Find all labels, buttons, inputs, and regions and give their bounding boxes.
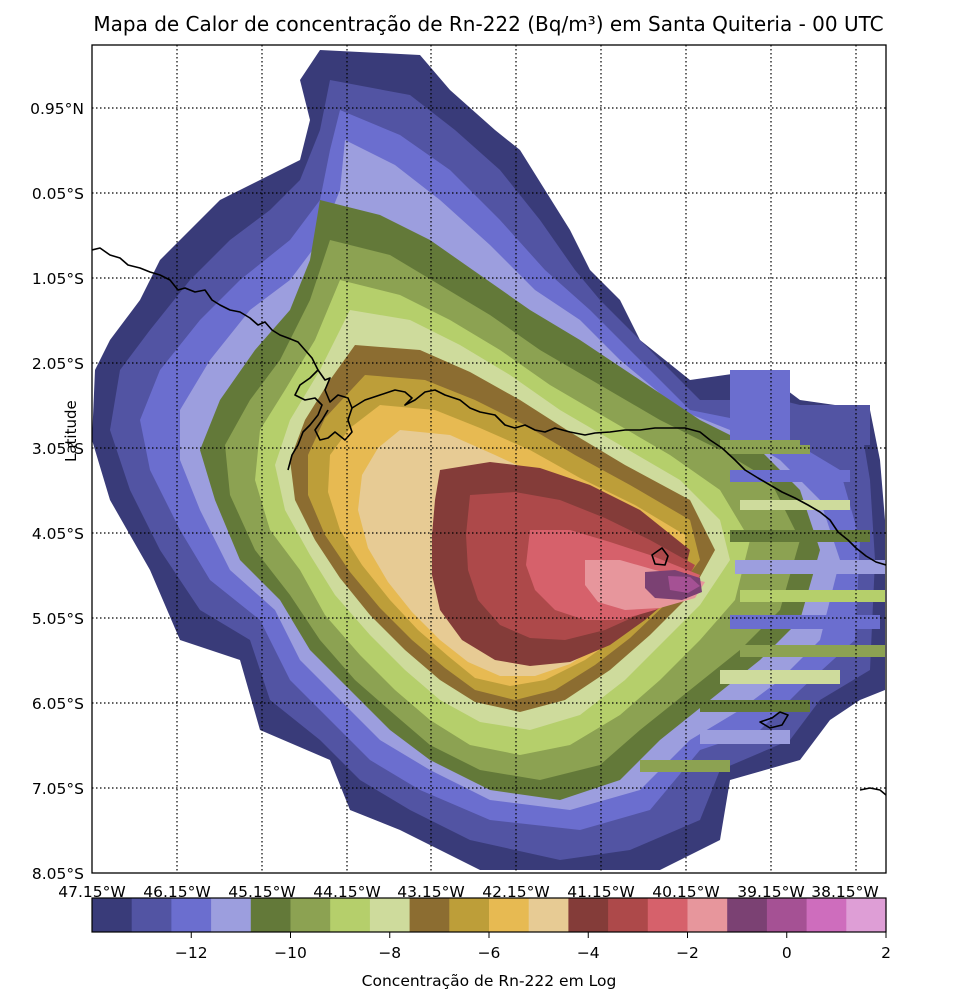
- lat-tick: 0.95°N: [30, 100, 84, 118]
- lat-tick: 2.05°S: [32, 355, 84, 373]
- map-title: Mapa de Calor de concentração de Rn-222 …: [93, 12, 884, 36]
- lon-tick: 44.15°W: [313, 883, 380, 901]
- eastern-streaks: [640, 370, 885, 772]
- lon-tick: 46.15°W: [143, 883, 210, 901]
- colorbar-swatch: [409, 898, 450, 932]
- lon-tick: 43.15°W: [397, 883, 464, 901]
- colorbar-tick-label: −10: [274, 944, 307, 962]
- band-level-18: [668, 576, 700, 593]
- lon-tick: 45.15°W: [228, 883, 295, 901]
- colorbar-swatch: [171, 898, 212, 932]
- lon-tick-labels: 47.15°W 46.15°W 45.15°W 44.15°W 43.15°W …: [58, 883, 878, 901]
- lat-tick: 0.05°S: [32, 185, 84, 203]
- y-axis-label: Latitude: [62, 400, 80, 462]
- colorbar-swatch: [806, 898, 847, 932]
- colorbar-swatch: [687, 898, 728, 932]
- colorbar-swatch: [489, 898, 530, 932]
- lat-tick-labels: 0.95°N 0.05°S 1.05°S 2.05°S 3.05°S 4.05°…: [30, 100, 84, 883]
- colorbar-swatch: [766, 898, 808, 932]
- lat-tick: 6.05°S: [32, 695, 84, 713]
- lon-tick: 38.15°W: [811, 883, 878, 901]
- lon-tick: 41.15°W: [567, 883, 634, 901]
- lat-tick: 3.05°S: [32, 440, 84, 458]
- colorbar-swatch: [568, 898, 609, 932]
- coastline: [92, 247, 886, 796]
- colorbar-tick-label: 2: [881, 944, 891, 962]
- colorbar-ticks: −12 −10 −8 −6 −4 −2 0 2: [175, 932, 891, 962]
- colorbar-swatch: [608, 898, 649, 932]
- lat-tick: 1.05°S: [32, 270, 84, 288]
- colorbar-tick-label: −4: [577, 944, 600, 962]
- colorbar-swatch: [92, 898, 133, 932]
- colorbar-swatch: [250, 898, 292, 932]
- colorbar-swatch: [846, 898, 887, 932]
- graticule: [92, 45, 886, 873]
- colorbar-swatch: [290, 898, 331, 932]
- lat-tick: 8.05°S: [32, 865, 84, 883]
- concentration-field: [92, 50, 886, 870]
- map-frame: [91, 44, 887, 874]
- colorbar-tick-label: −8: [378, 944, 401, 962]
- lon-tick: 40.15°W: [652, 883, 719, 901]
- colorbar-swatch: [727, 898, 768, 932]
- colorbar-label: Concentração de Rn-222 em Log: [361, 972, 617, 990]
- colorbar-swatch: [369, 898, 411, 932]
- lat-tick: 5.05°S: [32, 610, 84, 628]
- colorbar-tick-label: 0: [782, 944, 792, 962]
- colorbar-swatch: [528, 898, 569, 932]
- colorbar: [92, 898, 887, 932]
- colorbar-swatch: [131, 898, 172, 932]
- colorbar-swatch: [449, 898, 490, 932]
- colorbar-swatch: [211, 898, 252, 932]
- lon-tick: 47.15°W: [58, 883, 125, 901]
- lon-tick: 39.15°W: [737, 883, 804, 901]
- lat-tick: 7.05°S: [32, 780, 84, 798]
- colorbar-tick-label: −6: [478, 944, 501, 962]
- colorbar-tick-label: −2: [676, 944, 699, 962]
- lon-tick: 42.15°W: [482, 883, 549, 901]
- colorbar-tick-label: −12: [175, 944, 208, 962]
- lat-tick: 4.05°S: [32, 525, 84, 543]
- colorbar-swatch: [647, 898, 689, 932]
- colorbar-swatch: [330, 898, 371, 932]
